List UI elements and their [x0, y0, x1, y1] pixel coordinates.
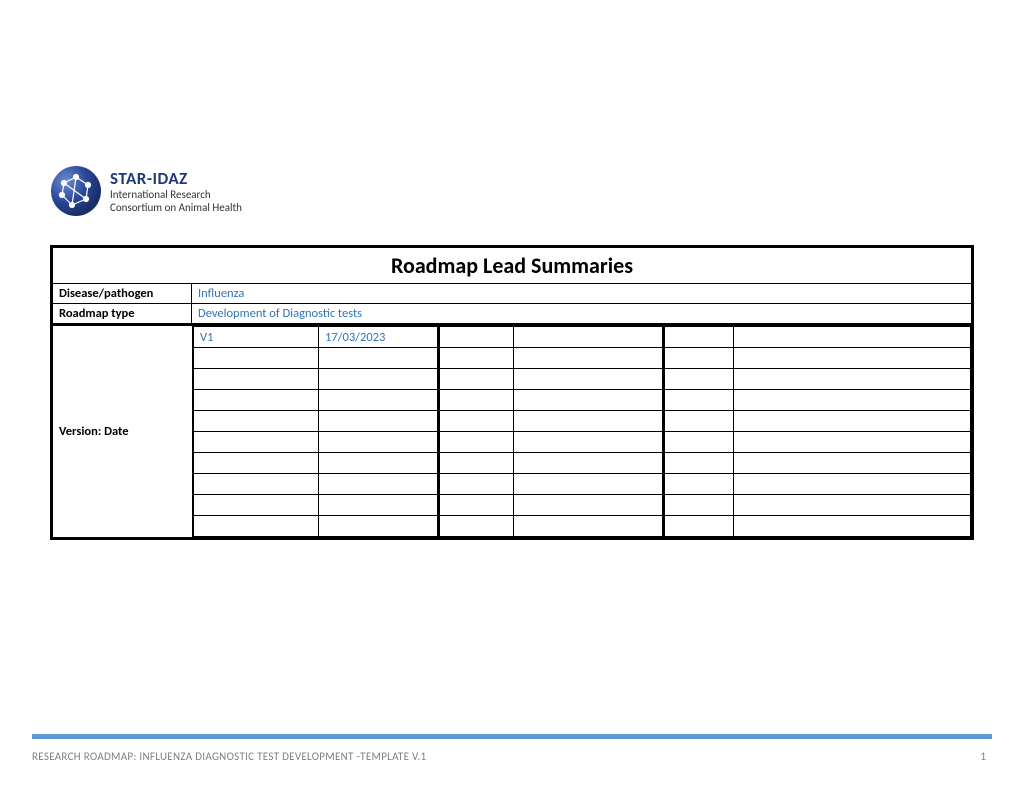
- table-row: [194, 474, 971, 495]
- grid-cell: [514, 390, 664, 411]
- grid-cell: [194, 432, 319, 453]
- table-row: [194, 390, 971, 411]
- logo-title: STAR-IDAZ: [110, 168, 242, 189]
- grid-cell: [734, 348, 971, 369]
- grid-cell: [734, 411, 971, 432]
- grid-cell: [734, 474, 971, 495]
- logo-area: STAR-IDAZ International Research Consort…: [50, 165, 974, 217]
- footer-bar: [32, 734, 992, 739]
- grid-cell: [514, 453, 664, 474]
- grid-cell: [194, 411, 319, 432]
- grid-cell: [734, 369, 971, 390]
- table-row: [194, 348, 971, 369]
- footer-text: RESEARCH ROADMAP: INFLUENZA DIAGNOSTIC T…: [32, 750, 426, 763]
- grid-cell: [664, 369, 734, 390]
- grid-cell: [439, 474, 514, 495]
- grid-cell: [734, 516, 971, 537]
- grid-cell: [194, 495, 319, 516]
- grid-cell: [319, 474, 439, 495]
- grid-cell: [514, 411, 664, 432]
- table-row: [194, 369, 971, 390]
- table-row: V117/03/2023: [194, 327, 971, 348]
- grid-cell: [514, 432, 664, 453]
- grid-cell: [664, 495, 734, 516]
- grid-cell: [664, 390, 734, 411]
- grid-cell: [514, 369, 664, 390]
- grid-cell: [194, 474, 319, 495]
- grid-cell: [439, 495, 514, 516]
- roadmap-type-label: Roadmap type: [52, 304, 192, 325]
- grid-cell: [439, 348, 514, 369]
- grid-cell: [319, 390, 439, 411]
- footer-page-number: 1: [980, 750, 986, 763]
- grid-cell: [734, 432, 971, 453]
- grid-cell: [439, 432, 514, 453]
- logo-subtitle-1: International Research: [110, 189, 242, 201]
- grid-cell: [319, 369, 439, 390]
- disease-value: Influenza: [192, 284, 973, 304]
- roadmap-type-value: Development of Diagnostic tests: [192, 304, 973, 325]
- grid-cell: [319, 348, 439, 369]
- grid-cell: [194, 453, 319, 474]
- grid-cell: [514, 348, 664, 369]
- grid-cell: [439, 516, 514, 537]
- version-date-label: Version: Date: [53, 326, 193, 537]
- grid-cell: [514, 474, 664, 495]
- grid-cell: [664, 411, 734, 432]
- roadmap-table: Roadmap Lead Summaries Disease/pathogen …: [50, 245, 974, 540]
- table-row: [194, 516, 971, 537]
- grid-cell: [319, 495, 439, 516]
- grid-cell: [514, 516, 664, 537]
- grid-cell: [319, 411, 439, 432]
- grid-cell: [319, 516, 439, 537]
- table-row: [194, 411, 971, 432]
- grid-cell: [664, 516, 734, 537]
- grid-cell: [734, 327, 971, 348]
- grid-cell: [514, 327, 664, 348]
- grid-cell: [439, 453, 514, 474]
- grid-cell: [439, 390, 514, 411]
- grid-cell: [439, 369, 514, 390]
- version-grid: V117/03/2023: [193, 326, 971, 537]
- grid-cell: [734, 390, 971, 411]
- grid-cell: [514, 495, 664, 516]
- logo-subtitle-2: Consortium on Animal Health: [110, 202, 242, 214]
- grid-cell: [664, 474, 734, 495]
- disease-label: Disease/pathogen: [52, 284, 192, 304]
- grid-cell: [194, 390, 319, 411]
- grid-cell: [734, 453, 971, 474]
- grid-cell: [319, 453, 439, 474]
- grid-cell: [194, 348, 319, 369]
- grid-cell: [664, 348, 734, 369]
- grid-cell: [734, 495, 971, 516]
- logo-icon: [50, 165, 102, 217]
- grid-cell: [439, 411, 514, 432]
- table-row: [194, 453, 971, 474]
- table-row: [194, 495, 971, 516]
- table-title: Roadmap Lead Summaries: [52, 247, 973, 284]
- grid-cell: [664, 327, 734, 348]
- grid-cell: [194, 516, 319, 537]
- grid-cell: [664, 432, 734, 453]
- grid-cell: [439, 327, 514, 348]
- table-row: [194, 432, 971, 453]
- grid-cell: [319, 432, 439, 453]
- logo-text: STAR-IDAZ International Research Consort…: [110, 168, 242, 213]
- grid-cell: V1: [194, 327, 319, 348]
- grid-cell: [664, 453, 734, 474]
- grid-cell: 17/03/2023: [319, 327, 439, 348]
- grid-cell: [194, 369, 319, 390]
